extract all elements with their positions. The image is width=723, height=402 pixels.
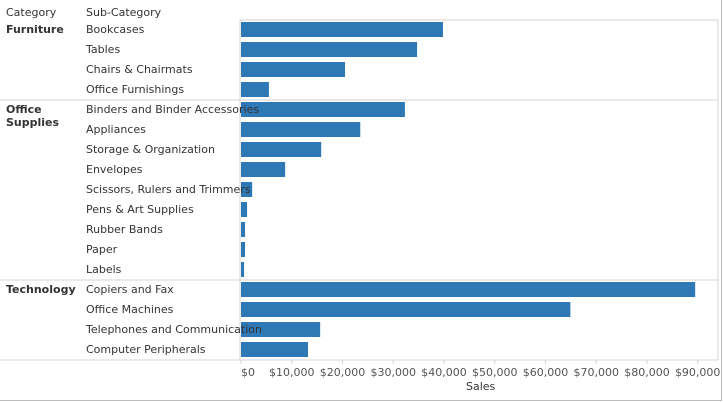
bar xyxy=(241,262,245,277)
category-label: Technology xyxy=(6,283,76,296)
x-tick-label: $60,000 xyxy=(522,366,569,379)
bar xyxy=(241,102,405,117)
sub-category-label: Envelopes xyxy=(86,163,143,176)
sub-category-label: Paper xyxy=(86,243,118,256)
x-tick-label: $10,000 xyxy=(268,366,315,379)
x-tick-label: $90,000 xyxy=(674,366,721,379)
category-label: Office Supplies xyxy=(6,103,60,129)
header: Category xyxy=(6,6,57,19)
bar xyxy=(241,82,269,97)
bar xyxy=(241,242,246,257)
bar xyxy=(241,42,418,57)
bar xyxy=(241,62,346,77)
sub-category-label: Copiers and Fax xyxy=(86,283,174,296)
bar xyxy=(241,222,246,237)
x-tick-label: $0 xyxy=(241,366,255,379)
x-tick-label: $30,000 xyxy=(370,366,416,379)
sub-category-label: Pens & Art Supplies xyxy=(86,203,194,216)
x-tick-label: $50,000 xyxy=(471,366,518,379)
x-tick-label: $70,000 xyxy=(573,366,619,379)
sub-category-label: Storage & Organization xyxy=(86,143,215,156)
x-tick-label: $40,000 xyxy=(421,366,467,379)
sub-category-label: Office Machines xyxy=(86,303,174,316)
category-label: Furniture xyxy=(6,23,64,36)
header: Sub-Category xyxy=(86,6,162,19)
bar xyxy=(241,302,571,317)
sub-category-label: Labels xyxy=(86,263,122,276)
sub-category-label: Binders and Binder Accessories xyxy=(86,103,260,116)
sub-category-label: Computer Peripherals xyxy=(86,343,206,356)
sub-category-label: Bookcases xyxy=(86,23,145,36)
bar xyxy=(241,202,248,217)
bar xyxy=(241,22,443,37)
bar xyxy=(241,142,322,157)
bar xyxy=(241,282,696,297)
sub-category-label: Rubber Bands xyxy=(86,223,163,236)
sub-category-label: Appliances xyxy=(86,123,146,136)
bar xyxy=(241,322,321,337)
bar xyxy=(241,182,253,197)
sub-category-label: Tables xyxy=(86,43,121,56)
x-tick-label: $20,000 xyxy=(319,366,366,379)
bar xyxy=(241,122,361,137)
x-tick-label: $80,000 xyxy=(624,366,670,379)
sub-category-label: Office Furnishings xyxy=(86,83,185,96)
sub-category-label: Telephones and Communication xyxy=(86,323,262,336)
x-axis-label: Sales xyxy=(466,380,496,393)
sub-category-label: Scissors, Rulers and Trimmers xyxy=(86,183,251,196)
bar xyxy=(241,342,308,357)
sub-category-label: Chairs & Chairmats xyxy=(86,63,193,76)
bar xyxy=(241,162,286,177)
